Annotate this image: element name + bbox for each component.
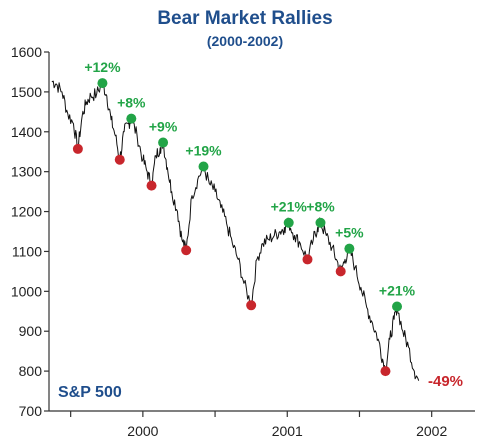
peak-marker <box>283 217 294 228</box>
y-tick-label: 900 <box>19 323 43 339</box>
chart-subtitle: (2000-2002) <box>207 33 283 49</box>
chart-title: Bear Market Rallies <box>157 8 332 29</box>
y-tick-label: 1000 <box>11 283 42 299</box>
peak-marker <box>126 113 137 124</box>
x-axis-ticks: 2000 2001 2002 <box>70 411 447 439</box>
peak-marker <box>315 217 326 228</box>
rally-gain-label: +5% <box>335 225 364 241</box>
chart-axes <box>48 52 475 412</box>
x-year-label: 2002 <box>416 423 447 439</box>
y-tick-label: 1500 <box>11 84 42 100</box>
trough-marker <box>302 254 313 265</box>
end-change-label: -49% <box>428 373 463 390</box>
trough-marker <box>246 300 257 311</box>
rally-gain-label: +21% <box>271 199 308 215</box>
y-tick-label: 1200 <box>11 204 42 220</box>
rally-gain-label: +9% <box>149 119 178 135</box>
rally-gain-label: +21% <box>379 282 416 298</box>
series-label: S&P 500 <box>58 384 122 401</box>
y-tick-label: 1100 <box>12 243 42 259</box>
trough-marker <box>72 143 83 154</box>
peak-marker <box>392 301 403 312</box>
peak-marker <box>97 78 108 89</box>
y-tick-label: 1400 <box>11 124 42 140</box>
sp500-price-line <box>51 80 420 381</box>
trough-marker <box>146 180 157 191</box>
x-year-label: 2000 <box>127 423 158 439</box>
peak-marker <box>198 161 209 172</box>
trough-marker <box>114 154 125 165</box>
peak-markers: +12%+8%+9%+19%+21% +8%+5%+21% <box>84 59 416 312</box>
y-tick-label: 800 <box>19 363 43 379</box>
trough-markers <box>72 143 391 377</box>
y-tick-label: 1600 <box>11 44 42 60</box>
rally-gain-label: +8% <box>306 199 335 215</box>
trough-marker <box>335 266 346 277</box>
x-year-label: 2001 <box>272 423 303 439</box>
rally-gain-label: +8% <box>117 95 146 111</box>
rally-gain-label: +19% <box>185 142 222 158</box>
rally-gain-label: +12% <box>84 59 121 75</box>
trough-marker <box>380 366 391 377</box>
y-tick-label: 1300 <box>11 164 42 180</box>
trough-marker <box>181 245 192 256</box>
peak-marker <box>344 243 355 254</box>
y-axis-ticks: 700 800 900 1000 1100 1200 1300 1400 1500 1600 <box>11 44 49 419</box>
y-tick-label: 700 <box>19 403 43 419</box>
peak-marker <box>158 137 169 148</box>
